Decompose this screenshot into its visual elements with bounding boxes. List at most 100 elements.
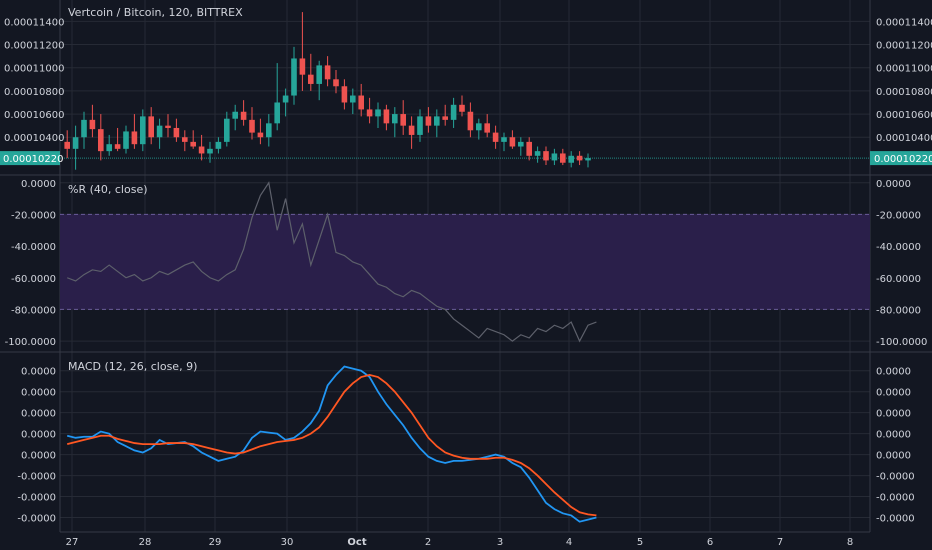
candle-body xyxy=(114,144,121,149)
candle-body xyxy=(257,132,264,138)
candle-body xyxy=(467,111,474,131)
macd-tick-label-left: 0.0000 xyxy=(21,430,56,441)
time-tick-label: 4 xyxy=(566,537,572,548)
time-tick-label: 30 xyxy=(281,537,294,548)
macd-tick-label-right: 0.0000 xyxy=(876,430,911,441)
price-tick-label-right: 0.00010600 xyxy=(876,110,932,121)
candle-body xyxy=(282,95,289,103)
candle-body xyxy=(131,131,138,145)
macd-tick-label-left: -0.0000 xyxy=(17,514,56,525)
candle-body xyxy=(400,114,406,126)
candle-body xyxy=(417,116,423,135)
wr-tick-label-left: -20.0000 xyxy=(11,210,56,221)
last-price-badge-left-text: 0.00010220 xyxy=(3,154,63,165)
wr-tick-label-left: -100.0000 xyxy=(5,337,56,348)
candle-body xyxy=(72,137,79,149)
macd-tick-label-right: 0.0000 xyxy=(876,451,911,462)
candle-body xyxy=(266,123,272,138)
candle-body xyxy=(156,125,163,138)
candle-body xyxy=(492,132,499,142)
candle-body xyxy=(501,137,507,142)
candle-body xyxy=(333,79,339,87)
wr-tick-label-right: -60.0000 xyxy=(876,274,921,285)
candle-body xyxy=(89,119,96,130)
macd-tick-label-right: 0.0000 xyxy=(876,388,911,399)
time-tick-label: 2 xyxy=(425,537,431,548)
price-tick-label-right: 0.00011400 xyxy=(876,17,932,28)
candle-body xyxy=(291,58,297,96)
time-tick-label: 3 xyxy=(497,537,503,548)
macd-pane-title[interactable]: MACD (12, 26, close, 9) xyxy=(68,360,197,373)
price-tick-label-left: 0.00010400 xyxy=(4,133,64,144)
candle-body xyxy=(551,153,558,161)
candle-body xyxy=(106,144,112,152)
time-tick-label: 7 xyxy=(777,537,783,548)
macd-tick-label-right: -0.0000 xyxy=(876,472,915,483)
candle-body xyxy=(375,109,381,117)
time-tick-label: 27 xyxy=(66,537,79,548)
candle-body xyxy=(308,74,314,84)
candle-body xyxy=(509,137,516,147)
candle-body xyxy=(560,153,566,163)
wr-tick-label-left: 0.0000 xyxy=(21,179,56,190)
candle-body xyxy=(123,131,129,149)
candle-body xyxy=(518,141,524,147)
candle-body xyxy=(383,109,390,124)
macd-tick-label-left: 0.0000 xyxy=(21,388,56,399)
wr-line xyxy=(66,181,597,343)
candle-body xyxy=(299,58,306,75)
candle-body xyxy=(484,123,490,133)
candle-body xyxy=(543,151,549,161)
candle-body xyxy=(215,141,222,149)
candle-body xyxy=(450,104,457,120)
candle-body xyxy=(165,125,171,128)
williams-r-series[interactable] xyxy=(66,181,597,343)
price-pane-title[interactable]: Vertcoin / Bitcoin, 120, BITTREX xyxy=(68,6,243,19)
candle-body xyxy=(408,125,415,135)
wr-tick-label-right: 0.0000 xyxy=(876,179,911,190)
candle-body xyxy=(182,137,188,142)
wr-tick-label-left: -60.0000 xyxy=(11,274,56,285)
candle-body xyxy=(198,146,205,154)
time-tick-label: 6 xyxy=(707,537,713,548)
wr-pane-title[interactable]: %R (40, close) xyxy=(68,183,148,196)
candle-body xyxy=(392,114,398,124)
candle-body xyxy=(64,141,70,149)
macd-series[interactable] xyxy=(66,365,597,523)
candle-body xyxy=(190,141,196,147)
time-tick-label: 8 xyxy=(847,537,853,548)
wr-tick-label-left: -80.0000 xyxy=(11,305,56,316)
time-tick-label: 29 xyxy=(209,537,222,548)
candle-body xyxy=(526,141,532,156)
price-tick-label-left: 0.00011000 xyxy=(4,64,64,75)
candle-body xyxy=(98,129,104,152)
candle-body xyxy=(434,116,440,126)
price-tick-label-right: 0.00010800 xyxy=(876,87,932,98)
last-price-badge-right-text: 0.00010220 xyxy=(874,154,932,165)
candle-body xyxy=(207,148,213,154)
candle-body xyxy=(350,95,356,103)
wr-tick-label-right: -80.0000 xyxy=(876,305,921,316)
candle-body xyxy=(358,95,364,110)
candle-body xyxy=(140,116,146,145)
price-tick-label-left: 0.00010600 xyxy=(4,110,64,121)
candlestick-series[interactable] xyxy=(64,12,591,170)
candle-body xyxy=(341,86,348,103)
macd-tick-label-right: 0.0000 xyxy=(876,367,911,378)
candle-body xyxy=(148,116,154,138)
macd-tick-label-left: 0.0000 xyxy=(21,451,56,462)
macd-tick-label-left: -0.0000 xyxy=(17,493,56,504)
price-tick-label-left: 0.00010800 xyxy=(4,87,64,98)
candle-body xyxy=(459,104,465,112)
candle-body xyxy=(249,119,255,133)
candle-body xyxy=(274,102,280,124)
candle-body xyxy=(324,65,331,80)
wr-tick-label-left: -40.0000 xyxy=(11,242,56,253)
wr-tick-label-right: -20.0000 xyxy=(876,210,921,221)
candle-body xyxy=(224,118,230,142)
wr-tick-label-right: -100.0000 xyxy=(876,337,927,348)
candle-body xyxy=(316,65,322,84)
price-tick-label-left: 0.00011200 xyxy=(4,41,64,52)
last-price-badge-right xyxy=(870,151,932,166)
